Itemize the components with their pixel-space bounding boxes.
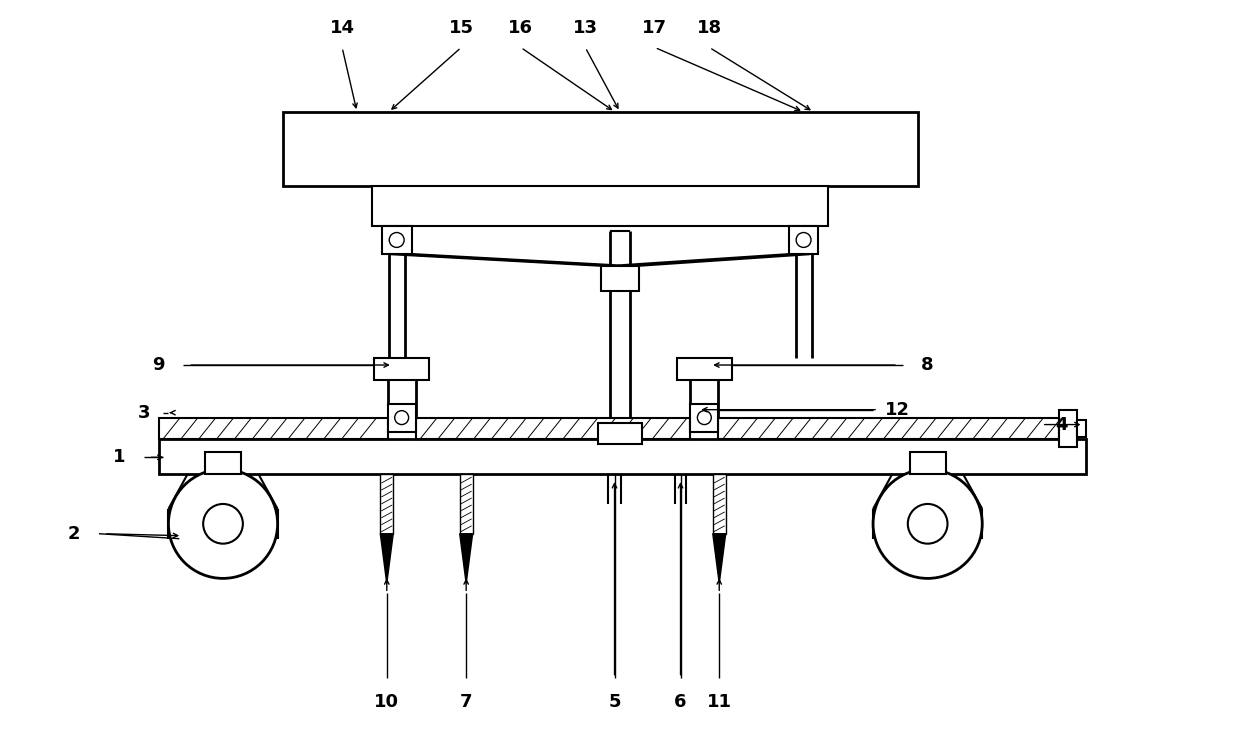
Bar	[597, 423, 642, 445]
Bar	[712, 474, 726, 534]
Bar	[206, 452, 240, 474]
Bar	[789, 226, 819, 254]
Bar	[282, 112, 918, 187]
Circle shape	[169, 469, 278, 578]
Bar	[460, 474, 472, 534]
Polygon shape	[380, 534, 393, 584]
Circle shape	[389, 232, 404, 248]
Text: 4: 4	[1056, 415, 1068, 434]
Circle shape	[395, 411, 409, 425]
Text: 3: 3	[138, 404, 150, 422]
Bar	[1058, 409, 1077, 448]
Text: 5: 5	[608, 693, 621, 711]
Circle shape	[698, 411, 711, 425]
Polygon shape	[460, 534, 472, 584]
Text: 11: 11	[706, 693, 732, 711]
Bar	[159, 417, 388, 440]
Text: 12: 12	[886, 401, 911, 419]
Bar	[372, 187, 829, 226]
Circle shape	[908, 504, 948, 544]
Bar	[1077, 420, 1087, 437]
Text: 17: 17	[642, 18, 668, 37]
Polygon shape	[712, 534, 726, 584]
Bar	[380, 474, 393, 534]
Circle shape	[797, 232, 812, 248]
Text: 1: 1	[113, 448, 125, 466]
Bar	[382, 226, 411, 254]
Text: 6: 6	[674, 693, 686, 711]
Bar	[690, 404, 719, 431]
Text: 15: 15	[449, 18, 473, 37]
Circle shape	[873, 469, 983, 578]
Bar	[909, 452, 945, 474]
Text: 14: 14	[330, 18, 354, 37]
Text: 8: 8	[922, 356, 934, 374]
Bar	[719, 417, 1058, 440]
Bar	[159, 440, 1087, 474]
Circle shape	[203, 504, 243, 544]
Bar	[676, 358, 732, 380]
Text: 10: 10	[374, 693, 399, 711]
Bar	[374, 358, 429, 380]
Text: 9: 9	[152, 356, 165, 374]
Text: 2: 2	[68, 525, 81, 542]
Text: 7: 7	[460, 693, 472, 711]
Text: 16: 16	[508, 18, 533, 37]
Bar	[601, 266, 639, 290]
Bar	[388, 404, 415, 431]
Text: 18: 18	[696, 18, 722, 37]
Bar	[415, 417, 690, 440]
Text: 13: 13	[572, 18, 597, 37]
